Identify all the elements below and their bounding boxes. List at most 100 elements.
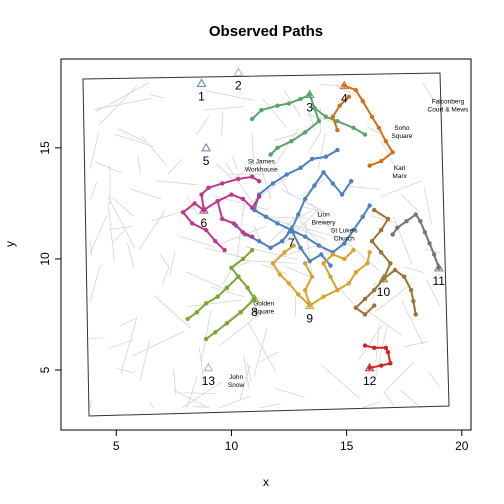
pump-label: 1 xyxy=(198,89,205,103)
street-segment xyxy=(198,347,205,386)
street-segment xyxy=(186,271,230,292)
path-point xyxy=(238,310,243,315)
street-segment xyxy=(225,309,241,323)
street-segment xyxy=(139,340,150,382)
street-segment xyxy=(108,339,134,349)
pump-icon xyxy=(433,262,444,272)
path-point xyxy=(383,138,388,144)
path-point xyxy=(194,310,200,315)
path-point xyxy=(372,207,377,213)
path-point xyxy=(362,132,368,137)
pump-icon xyxy=(249,293,260,303)
path-point xyxy=(431,252,437,257)
street-segment xyxy=(428,372,441,388)
path-point xyxy=(263,214,269,219)
street-segment xyxy=(243,354,250,389)
street-segment xyxy=(370,215,395,223)
path-point xyxy=(279,238,285,244)
landmark-label: Brewery xyxy=(312,220,337,227)
path-point xyxy=(213,238,218,244)
street-segment xyxy=(422,82,439,108)
street-segment xyxy=(278,243,322,258)
street-segment xyxy=(205,90,254,101)
path-point xyxy=(291,243,296,248)
street-segment xyxy=(155,180,198,186)
street-segment xyxy=(294,224,353,243)
pump-label: 10 xyxy=(377,285,391,299)
path-point xyxy=(249,234,255,239)
path-point xyxy=(337,103,342,108)
street-segment xyxy=(294,296,297,316)
pump-label: 8 xyxy=(251,305,258,319)
path-point xyxy=(224,285,230,291)
street-segment xyxy=(89,265,101,303)
pump-label: 11 xyxy=(433,274,446,288)
path-point xyxy=(422,230,428,235)
street-segment xyxy=(210,286,245,298)
path-point xyxy=(378,227,384,233)
street-segment xyxy=(90,182,98,200)
path-point xyxy=(351,125,356,131)
path-point xyxy=(367,163,372,168)
street-segment xyxy=(116,367,135,374)
pump-icon xyxy=(196,78,207,87)
path-point xyxy=(309,274,315,279)
path-line xyxy=(313,107,366,136)
path-point xyxy=(268,245,273,251)
path-point xyxy=(229,265,234,271)
pump-icon xyxy=(304,89,315,99)
street-segment xyxy=(178,235,215,248)
path-point xyxy=(256,194,262,199)
street-segment xyxy=(119,318,135,327)
street-segment xyxy=(346,241,380,271)
street-segment xyxy=(89,399,92,409)
path-point xyxy=(413,312,418,317)
path-point xyxy=(323,154,329,159)
path-point xyxy=(351,247,356,253)
street-segment xyxy=(317,133,326,170)
street-segment xyxy=(159,253,170,268)
path-point xyxy=(245,285,250,291)
path-point xyxy=(192,201,197,206)
street-segment xyxy=(245,177,287,206)
street-segment xyxy=(162,265,170,286)
street-segment xyxy=(319,84,343,87)
path-point xyxy=(240,196,246,202)
path-line xyxy=(290,205,371,254)
street-segment xyxy=(138,209,166,251)
street-segment xyxy=(362,306,402,336)
path-point xyxy=(390,150,395,155)
path-point xyxy=(323,114,329,119)
path-point xyxy=(302,130,308,135)
street-segment xyxy=(253,328,268,377)
path-line xyxy=(290,170,353,231)
path-point xyxy=(220,216,225,222)
path-point xyxy=(383,345,388,351)
street-segment xyxy=(320,364,361,400)
path-point xyxy=(362,312,368,317)
path-point xyxy=(307,258,312,264)
path-point xyxy=(220,181,225,186)
pump-icon xyxy=(198,205,209,214)
street-segment xyxy=(231,154,238,171)
street-segment xyxy=(204,106,245,111)
landmark-label: Workhouse xyxy=(245,166,278,173)
street-segment xyxy=(358,324,383,360)
landmark-label: Marx xyxy=(392,173,407,180)
street-segment xyxy=(374,282,413,313)
street-segment xyxy=(154,295,191,329)
path-point xyxy=(286,101,292,106)
street-segment xyxy=(89,337,106,339)
path-point xyxy=(275,103,280,108)
y-axis-label: y xyxy=(3,241,17,247)
path-point xyxy=(369,114,375,119)
path-point xyxy=(249,247,255,253)
path-point xyxy=(378,158,384,164)
path-point xyxy=(328,274,333,279)
path-point xyxy=(360,99,365,104)
path-point xyxy=(316,119,322,124)
path-point xyxy=(330,181,335,186)
path-point xyxy=(298,165,303,171)
